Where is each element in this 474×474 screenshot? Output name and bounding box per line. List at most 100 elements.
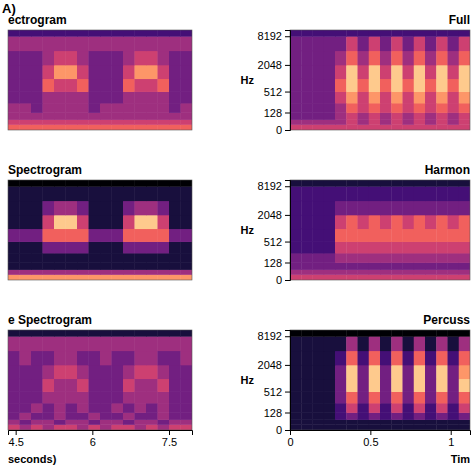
cell [448, 201, 460, 216]
cell [146, 420, 158, 425]
cell [459, 336, 470, 351]
cell [448, 36, 460, 51]
cell [8, 65, 20, 79]
cell [54, 365, 66, 379]
cell [436, 365, 448, 379]
cell [181, 424, 193, 430]
cell [54, 30, 66, 37]
cell [31, 103, 43, 113]
panel: Spectrogram [8, 163, 192, 280]
cell [301, 92, 313, 104]
cell [358, 270, 370, 275]
cell [425, 79, 437, 92]
cell [43, 201, 55, 216]
cell [31, 186, 43, 201]
cell [169, 120, 181, 125]
cell [414, 229, 426, 242]
cell [346, 270, 358, 275]
cell [66, 365, 78, 379]
cell [158, 403, 170, 413]
cell [169, 424, 181, 430]
cell [31, 124, 43, 130]
cell [346, 113, 358, 120]
cell [54, 36, 66, 51]
cell [54, 424, 66, 430]
cell [313, 392, 325, 404]
cell [346, 180, 358, 187]
cell [54, 229, 66, 242]
cell [369, 215, 381, 229]
cell [403, 253, 415, 263]
cell [66, 180, 78, 187]
cell [448, 65, 460, 79]
cell [100, 330, 112, 337]
cell [403, 215, 415, 229]
cell [369, 365, 381, 379]
cell [391, 92, 403, 104]
cell [324, 274, 336, 280]
cell [8, 79, 20, 92]
tick: 128 [264, 107, 290, 119]
cell [290, 242, 302, 254]
cell [169, 351, 181, 366]
cell [301, 270, 313, 275]
axis-line [291, 431, 471, 436]
cell [20, 103, 32, 113]
cell [43, 242, 55, 254]
cell [54, 379, 66, 392]
cell [290, 120, 302, 125]
cell [169, 253, 181, 263]
cell [448, 274, 460, 280]
cell [346, 30, 358, 37]
tick: 8192 [258, 180, 290, 192]
cell [8, 30, 20, 37]
cell [112, 263, 124, 270]
cell [89, 215, 101, 229]
cell [66, 120, 78, 125]
cell [112, 229, 124, 242]
cell [20, 113, 32, 120]
cell [358, 336, 370, 351]
cell [8, 263, 20, 270]
tick: 512 [264, 236, 290, 248]
cell [313, 201, 325, 216]
cell [158, 351, 170, 366]
cell [169, 403, 181, 413]
cell [123, 65, 135, 79]
cell [146, 180, 158, 187]
cell [123, 420, 135, 425]
cell [43, 92, 55, 104]
cell [135, 113, 147, 120]
cell [414, 263, 426, 270]
tick: 0 [287, 430, 293, 448]
cell [100, 403, 112, 413]
cell [135, 420, 147, 425]
tick-label: 8192 [258, 180, 282, 192]
cell [369, 124, 381, 130]
cell [100, 274, 112, 280]
cell [135, 51, 147, 66]
cell [181, 242, 193, 254]
cell [20, 379, 32, 392]
cell [31, 270, 43, 275]
cell [31, 120, 43, 125]
cell [335, 36, 347, 51]
cell [20, 336, 32, 351]
cell [459, 79, 470, 92]
cell [391, 274, 403, 280]
cell [380, 365, 392, 379]
cell [31, 215, 43, 229]
cell [290, 274, 302, 280]
cell [335, 201, 347, 216]
cell [135, 330, 147, 337]
panel-title: Percuss [423, 313, 470, 327]
cell [301, 201, 313, 216]
cell [346, 330, 358, 337]
cell [313, 403, 325, 413]
tick: 7.5 [162, 430, 177, 448]
cell [346, 403, 358, 413]
cell [448, 424, 460, 430]
cell [313, 242, 325, 254]
cell [100, 36, 112, 51]
cell [123, 365, 135, 379]
